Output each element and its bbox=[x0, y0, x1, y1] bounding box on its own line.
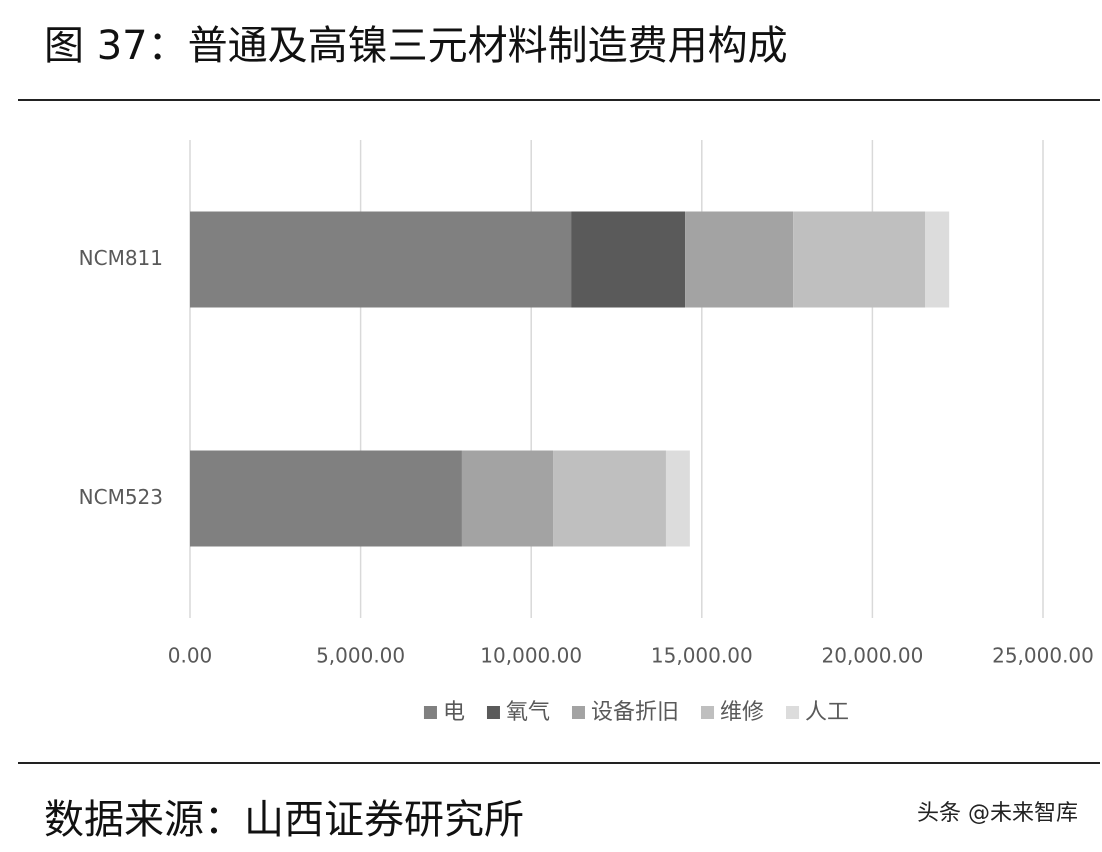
chart-title: 图 37：普通及高镍三元材料制造费用构成 bbox=[44, 23, 788, 69]
x-tick-label: 10,000.00 bbox=[480, 644, 582, 668]
legend-swatch bbox=[786, 706, 800, 719]
legend-label: 人工 bbox=[805, 700, 849, 725]
y-tick-label: NCM523 bbox=[79, 485, 163, 509]
x-tick-label: 25,000.00 bbox=[992, 644, 1094, 668]
legend-label: 氧气 bbox=[506, 700, 550, 725]
legend-swatch bbox=[423, 706, 437, 719]
legend-label: 设备折旧 bbox=[591, 700, 679, 725]
source: 数据来源：山西证券研究所 bbox=[44, 797, 524, 843]
bar-segment bbox=[665, 450, 690, 547]
bar-segment bbox=[553, 450, 666, 547]
x-tick-label: 5,000.00 bbox=[316, 644, 405, 668]
legend-swatch bbox=[486, 706, 500, 719]
bar-segment bbox=[461, 450, 554, 547]
bar-segment bbox=[190, 211, 572, 308]
watermark: 头条 @未来智库 bbox=[917, 801, 1078, 826]
legend-label: 维修 bbox=[720, 700, 764, 725]
legend-label: 电 bbox=[443, 700, 465, 725]
x-tick-label: 0.00 bbox=[168, 644, 213, 668]
bar-segment bbox=[571, 211, 686, 308]
bar-segment bbox=[793, 211, 926, 308]
bar-segment bbox=[190, 450, 462, 547]
y-tick-label: NCM811 bbox=[79, 246, 163, 270]
bar-segment bbox=[685, 211, 794, 308]
legend-swatch bbox=[571, 706, 585, 719]
legend-swatch bbox=[701, 706, 715, 719]
x-tick-label: 15,000.00 bbox=[651, 644, 753, 668]
bar-segment bbox=[925, 211, 950, 308]
x-tick-label: 20,000.00 bbox=[822, 644, 924, 668]
